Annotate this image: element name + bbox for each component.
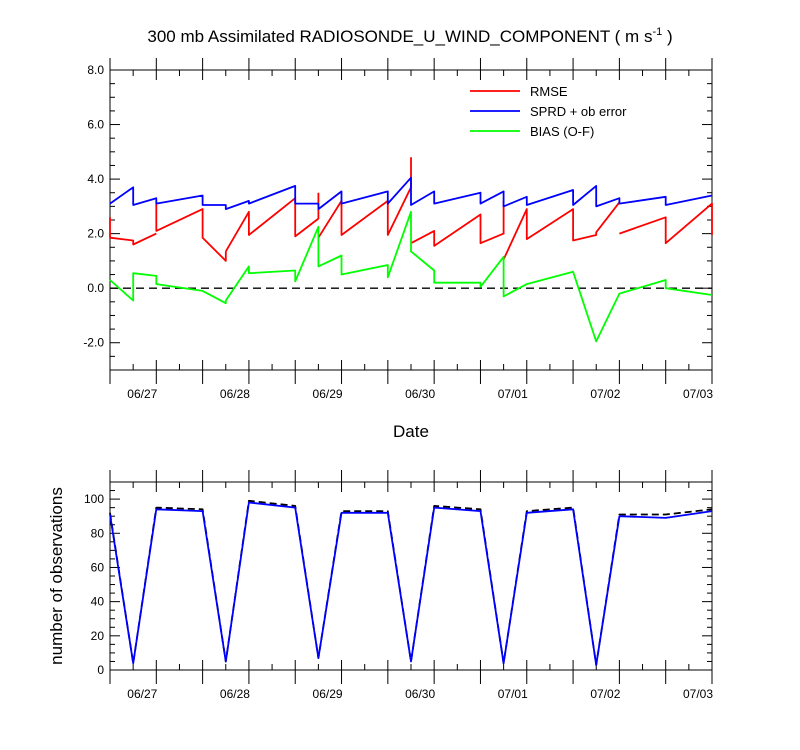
top-ytick-label: 0.0 <box>87 281 104 295</box>
top-series-rmse <box>155 203 227 262</box>
top-series-lines <box>109 157 713 343</box>
top-xtick-label: 07/02 <box>590 387 620 401</box>
top-series-sprd-ob-error <box>109 176 713 211</box>
bottom-y-ticks: 0 20 40 60 80 100 <box>84 481 712 677</box>
bottom-panel: 0 20 40 60 80 100 06/27 06/28 06/29 06/30 07/01 07… <box>47 470 713 701</box>
bottom-xtick-label: 07/02 <box>590 687 620 701</box>
top-series-rmse <box>619 202 713 245</box>
bottom-ytick-label: 40 <box>91 595 105 609</box>
bottom-ytick-label: 80 <box>91 526 105 540</box>
top-series-rmse <box>502 201 621 260</box>
bottom-ytick-label: 20 <box>91 629 105 643</box>
top-xtick-label: 07/01 <box>498 387 528 401</box>
top-xtick-label: 06/30 <box>405 387 435 401</box>
bottom-ytick-label: 0 <box>97 663 104 677</box>
top-panel: -2.0 0.0 2.0 4.0 6.0 8.0 06/27 06/28 06/29 06/30… <box>83 58 713 441</box>
top-series-rmse <box>410 200 505 247</box>
top-ytick-label: 4.0 <box>87 172 104 186</box>
top-series-bias-o-f <box>109 210 713 343</box>
top-ytick-label: -2.0 <box>83 336 104 350</box>
bottom-series-observations-dashed <box>109 499 713 666</box>
top-ytick-label: 2.0 <box>87 227 104 241</box>
top-xtick-label: 06/27 <box>127 387 157 401</box>
bottom-xtick-label: 07/03 <box>683 687 713 701</box>
bottom-series-lines <box>109 499 713 666</box>
bottom-x-ticks: 06/27 06/28 06/29 06/30 07/01 07/02 07/03 <box>109 470 713 701</box>
bottom-xtick-label: 06/29 <box>313 687 343 701</box>
bottom-ytick-label: 60 <box>91 560 105 574</box>
top-x-axis-title: Date <box>393 422 429 441</box>
chart-title-superscript: -1 <box>652 26 662 38</box>
top-series-rmse <box>109 217 157 246</box>
bottom-series-observations <box>109 501 713 666</box>
top-xtick-label: 06/29 <box>313 387 343 401</box>
top-series-rmse <box>225 192 320 252</box>
bottom-xtick-label: 06/30 <box>405 687 435 701</box>
top-ytick-label: 6.0 <box>87 118 104 132</box>
chart-title: 300 mb Assimilated RADIOSONDE_U_WIND_COM… <box>147 26 672 46</box>
legend-label-rmse: RMSE <box>530 84 568 99</box>
legend-label-sprd-ob-error: SPRD + ob error <box>530 104 627 119</box>
bottom-xtick-label: 07/01 <box>498 687 528 701</box>
top-x-ticks: 06/27 06/28 06/29 06/30 07/01 07/02 07/03 <box>109 58 713 401</box>
bottom-xtick-label: 06/27 <box>127 687 157 701</box>
top-xtick-label: 06/28 <box>220 387 250 401</box>
bottom-y-axis-title: number of observations <box>47 487 66 665</box>
top-xtick-label: 07/03 <box>683 387 713 401</box>
chart-title-main: 300 mb Assimilated RADIOSONDE_U_WIND_COM… <box>147 27 652 46</box>
bottom-xtick-label: 06/28 <box>220 687 250 701</box>
chart-title-end: ) <box>662 27 672 46</box>
top-legend: RMSE SPRD + ob error BIAS (O-F) <box>470 84 627 139</box>
bottom-ytick-label: 100 <box>84 492 104 506</box>
legend-label-bias-o-f: BIAS (O-F) <box>530 124 594 139</box>
top-ytick-label: 8.0 <box>87 63 104 77</box>
